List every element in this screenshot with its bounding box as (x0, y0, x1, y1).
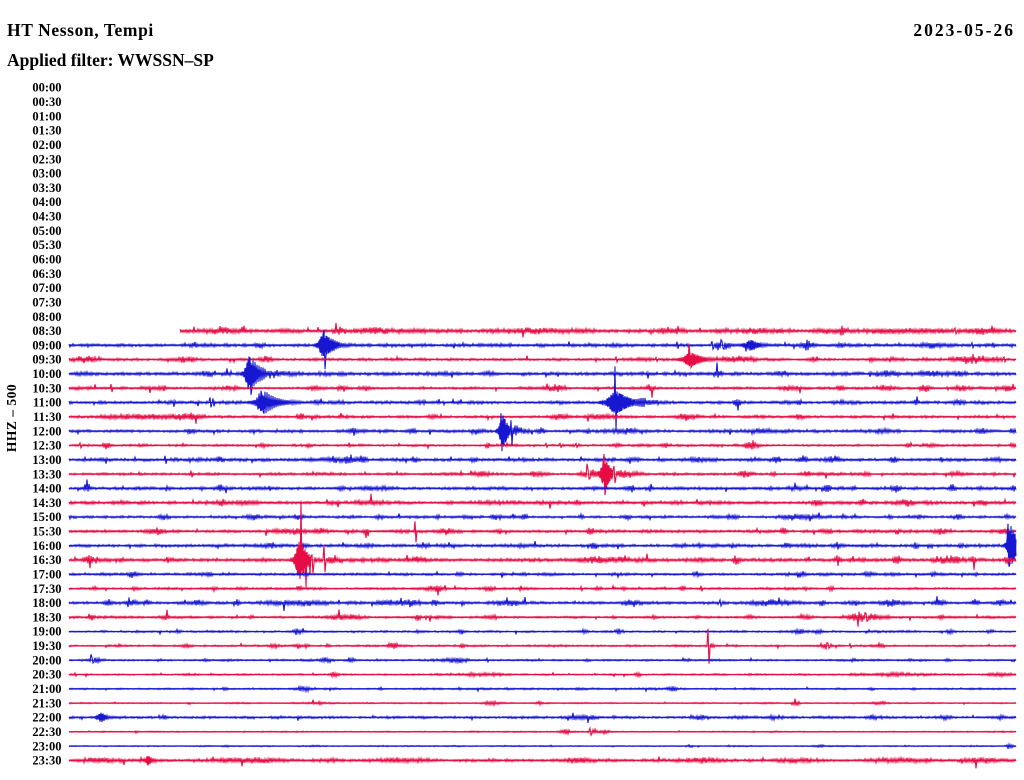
svg-text:HHZ – 500: HHZ – 500 (4, 384, 19, 452)
svg-text:18:30: 18:30 (32, 610, 61, 624)
svg-text:08:00: 08:00 (32, 310, 61, 324)
svg-text:20:00: 20:00 (32, 653, 61, 667)
svg-text:06:30: 06:30 (32, 267, 61, 281)
svg-text:03:30: 03:30 (32, 181, 61, 195)
svg-text:19:30: 19:30 (32, 639, 61, 653)
svg-text:01:30: 01:30 (32, 124, 61, 138)
svg-text:04:00: 04:00 (32, 195, 61, 209)
svg-text:Applied filter: WWSSN–SP: Applied filter: WWSSN–SP (7, 50, 214, 70)
svg-text:21:30: 21:30 (32, 696, 61, 710)
svg-text:19:00: 19:00 (32, 625, 61, 639)
svg-text:23:30: 23:30 (32, 754, 61, 768)
svg-text:08:30: 08:30 (32, 324, 61, 338)
svg-text:15:00: 15:00 (32, 510, 61, 524)
svg-text:16:30: 16:30 (32, 553, 61, 567)
svg-text:13:00: 13:00 (32, 453, 61, 467)
svg-text:09:00: 09:00 (32, 338, 61, 352)
svg-text:16:00: 16:00 (32, 539, 61, 553)
svg-text:09:30: 09:30 (32, 353, 61, 367)
svg-text:12:30: 12:30 (32, 439, 61, 453)
svg-text:14:00: 14:00 (32, 482, 61, 496)
svg-text:14:30: 14:30 (32, 496, 61, 510)
svg-text:18:00: 18:00 (32, 596, 61, 610)
svg-text:15:30: 15:30 (32, 525, 61, 539)
svg-text:11:30: 11:30 (33, 410, 61, 424)
svg-text:01:00: 01:00 (32, 109, 61, 123)
svg-text:00:00: 00:00 (32, 81, 61, 95)
svg-text:2023-05-26: 2023-05-26 (913, 20, 1015, 40)
svg-text:20:30: 20:30 (32, 668, 61, 682)
svg-text:07:00: 07:00 (32, 281, 61, 295)
svg-text:02:00: 02:00 (32, 138, 61, 152)
svg-text:11:00: 11:00 (33, 396, 61, 410)
svg-text:22:30: 22:30 (32, 725, 61, 739)
svg-text:02:30: 02:30 (32, 152, 61, 166)
svg-text:23:00: 23:00 (32, 739, 61, 753)
svg-text:17:30: 17:30 (32, 582, 61, 596)
svg-text:12:00: 12:00 (32, 424, 61, 438)
svg-text:00:30: 00:30 (32, 95, 61, 109)
svg-text:21:00: 21:00 (32, 682, 61, 696)
svg-text:10:00: 10:00 (32, 367, 61, 381)
svg-text:07:30: 07:30 (32, 296, 61, 310)
svg-text:06:00: 06:00 (32, 253, 61, 267)
svg-text:17:00: 17:00 (32, 568, 61, 582)
svg-text:HT Nesson, Tempi: HT Nesson, Tempi (7, 20, 154, 40)
svg-text:22:00: 22:00 (32, 711, 61, 725)
svg-text:03:00: 03:00 (32, 167, 61, 181)
svg-text:05:00: 05:00 (32, 224, 61, 238)
svg-text:10:30: 10:30 (32, 381, 61, 395)
svg-text:05:30: 05:30 (32, 238, 61, 252)
svg-text:04:30: 04:30 (32, 210, 61, 224)
svg-text:13:30: 13:30 (32, 467, 61, 481)
